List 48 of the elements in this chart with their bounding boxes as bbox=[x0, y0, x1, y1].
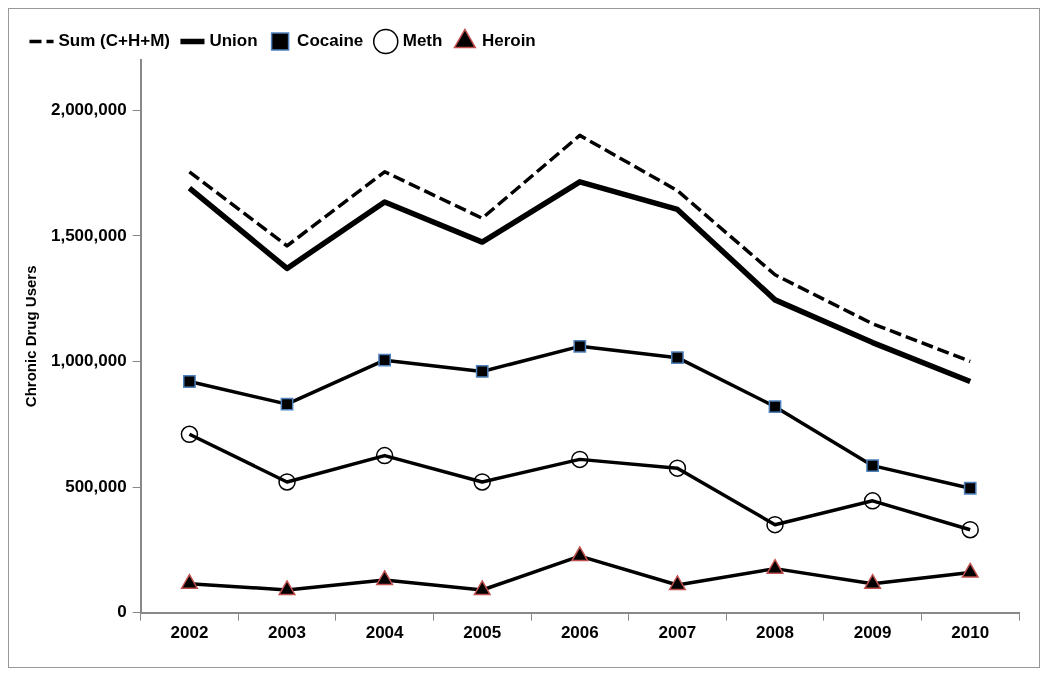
point bbox=[766, 558, 784, 574]
legend-label: Sum (C+H+M) bbox=[58, 31, 170, 51]
y-tick-label: 1,500,000 bbox=[50, 225, 127, 245]
point bbox=[571, 546, 589, 562]
point bbox=[473, 473, 491, 491]
legend-label: Union bbox=[209, 31, 258, 51]
point bbox=[278, 580, 296, 596]
legend-label: Cocaine bbox=[297, 31, 364, 51]
point bbox=[475, 365, 489, 378]
point bbox=[473, 580, 491, 596]
point bbox=[668, 459, 687, 477]
point bbox=[866, 459, 880, 473]
x-tick-label: 2010 bbox=[951, 623, 990, 643]
legend-label: Heroin bbox=[481, 31, 536, 51]
point bbox=[183, 375, 196, 388]
line-series bbox=[187, 133, 972, 364]
point bbox=[768, 400, 782, 414]
point bbox=[375, 446, 394, 465]
point bbox=[864, 573, 882, 589]
y-tick-label: 2,000,000 bbox=[50, 99, 127, 119]
x-tick-label: 2007 bbox=[658, 623, 697, 643]
x-tick-label: 2002 bbox=[170, 623, 209, 643]
y-tick-label: 1,000,000 bbox=[50, 351, 127, 371]
point bbox=[378, 353, 392, 367]
point bbox=[668, 575, 686, 591]
point bbox=[963, 481, 977, 495]
point bbox=[180, 425, 199, 444]
point bbox=[961, 562, 979, 578]
x-tick-label: 2006 bbox=[560, 623, 599, 643]
x-tick-label: 2008 bbox=[756, 623, 794, 643]
point bbox=[573, 339, 587, 353]
y-tick-label: 500,000 bbox=[65, 476, 127, 496]
point bbox=[671, 351, 684, 365]
point bbox=[571, 450, 589, 469]
point bbox=[863, 492, 882, 510]
point bbox=[180, 573, 198, 589]
point bbox=[278, 473, 296, 491]
legend-label: Meth bbox=[402, 31, 443, 51]
point bbox=[961, 520, 979, 539]
y-tick-label: 0 bbox=[117, 602, 127, 622]
point bbox=[280, 397, 294, 411]
point bbox=[376, 570, 394, 586]
x-tick-label: 2009 bbox=[853, 623, 892, 643]
y-axis-title: Chronic Drug Users bbox=[22, 265, 40, 408]
x-tick-label: 2003 bbox=[268, 623, 306, 643]
x-tick-label: 2005 bbox=[463, 623, 502, 643]
x-tick-label: 2004 bbox=[365, 623, 405, 643]
point bbox=[766, 515, 784, 534]
